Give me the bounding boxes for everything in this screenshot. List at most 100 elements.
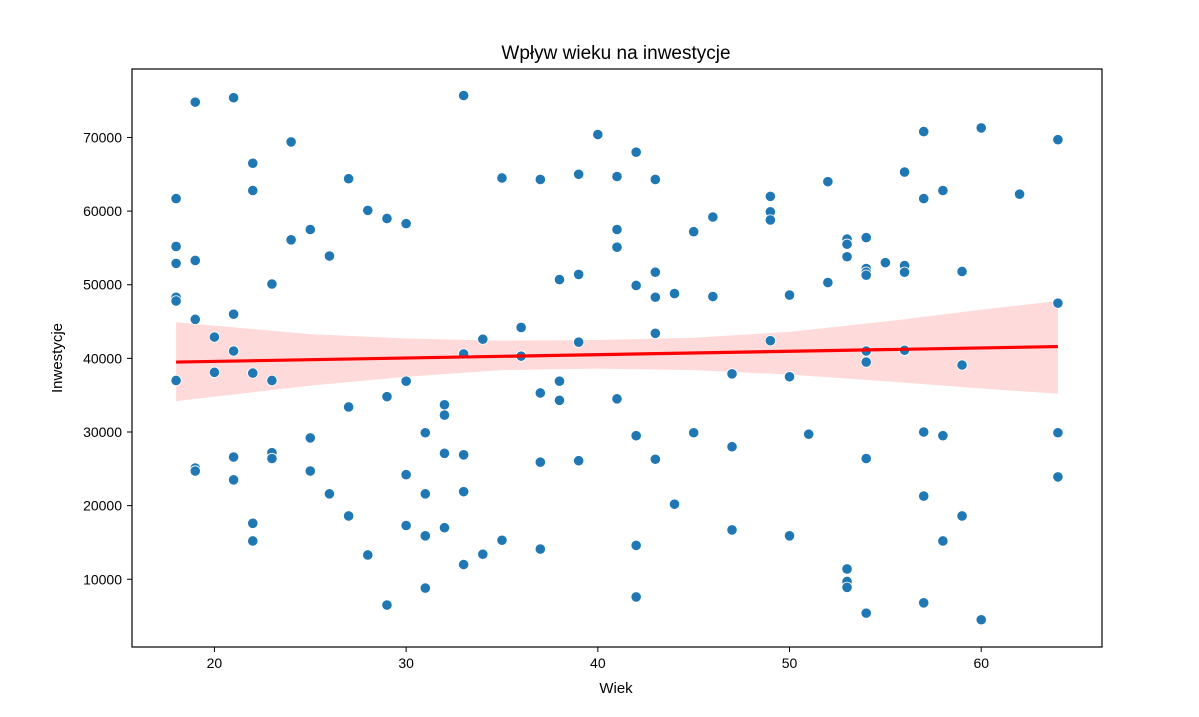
x-tick-label: 20 <box>207 655 223 671</box>
data-point <box>266 278 278 290</box>
data-point <box>1052 427 1064 439</box>
data-point <box>381 212 393 225</box>
data-point <box>1052 297 1064 309</box>
y-tick-label: 30000 <box>83 424 122 440</box>
y-axis-ticks: 10000 20000 30000 40000 50000 60000 70000 <box>83 129 132 587</box>
data-point <box>707 290 719 303</box>
data-point <box>592 128 604 141</box>
data-point <box>841 581 853 593</box>
data-point <box>860 607 872 619</box>
data-point <box>400 469 412 481</box>
data-point <box>841 563 853 575</box>
regression-line-layer <box>176 344 1058 364</box>
data-point <box>266 452 278 465</box>
data-point <box>247 367 259 379</box>
data-point <box>783 530 796 542</box>
data-point <box>381 391 393 403</box>
data-point <box>477 548 489 560</box>
data-point <box>362 204 374 216</box>
regression-line <box>176 344 1058 364</box>
data-point <box>458 558 470 571</box>
data-point <box>170 240 182 253</box>
data-point <box>649 291 661 303</box>
data-point <box>304 223 316 236</box>
data-point <box>189 254 201 267</box>
x-tick-label: 60 <box>973 655 989 671</box>
x-axis-label: Wiek <box>599 680 633 697</box>
data-point <box>553 394 566 406</box>
data-point <box>611 223 623 236</box>
data-point <box>285 136 297 148</box>
x-tick-label: 50 <box>782 655 798 671</box>
data-point <box>764 214 776 226</box>
data-point <box>458 89 470 102</box>
data-point <box>611 170 623 183</box>
data-point <box>860 356 872 368</box>
data-point <box>438 522 451 534</box>
data-point <box>400 218 412 230</box>
data-point <box>247 157 259 169</box>
y-tick-label: 50000 <box>83 277 122 293</box>
chart-title: Wpływ wieku na inwestycje <box>501 43 730 64</box>
data-point <box>898 166 911 178</box>
data-point <box>630 146 642 158</box>
y-tick-label: 20000 <box>83 498 122 514</box>
data-point <box>649 173 661 186</box>
data-point <box>630 539 642 551</box>
data-point <box>688 226 700 238</box>
data-point <box>362 549 374 561</box>
data-point <box>918 490 930 502</box>
data-point <box>860 269 872 281</box>
data-point <box>937 430 949 442</box>
confidence-band-layer <box>176 300 1058 402</box>
data-point <box>860 232 872 244</box>
data-point <box>803 428 815 440</box>
data-point <box>189 465 201 477</box>
data-point <box>438 409 451 421</box>
x-tick-label: 40 <box>590 655 606 671</box>
data-point <box>649 266 661 278</box>
data-point <box>611 241 623 253</box>
data-point <box>573 336 585 348</box>
data-point <box>343 401 355 413</box>
data-point <box>419 582 431 594</box>
data-point <box>783 289 796 301</box>
data-point <box>208 366 221 378</box>
data-point <box>553 375 566 387</box>
data-point <box>630 279 642 292</box>
data-point <box>918 597 930 609</box>
data-point <box>975 614 987 626</box>
data-point <box>668 287 681 300</box>
data-point <box>228 308 240 320</box>
data-point <box>266 374 278 387</box>
data-point <box>458 486 470 498</box>
data-point <box>228 451 240 463</box>
data-points-layer <box>170 89 1064 626</box>
data-point <box>918 426 930 438</box>
data-point <box>534 387 546 399</box>
data-point <box>458 449 470 461</box>
data-point <box>323 250 336 262</box>
data-point <box>477 333 489 345</box>
data-point <box>956 510 968 522</box>
data-point <box>247 517 259 529</box>
data-point <box>381 599 393 611</box>
data-point <box>573 268 585 281</box>
data-point <box>170 257 182 269</box>
data-point <box>764 335 776 347</box>
y-tick-label: 40000 <box>83 350 122 366</box>
data-point <box>534 173 546 186</box>
data-point <box>956 265 968 278</box>
data-point <box>822 176 834 188</box>
y-tick-label: 60000 <box>83 203 122 219</box>
data-point <box>841 238 853 250</box>
data-point <box>726 524 738 536</box>
data-point <box>573 455 585 467</box>
data-point <box>170 295 182 307</box>
data-point <box>189 313 201 325</box>
data-point <box>975 122 987 134</box>
data-point <box>534 543 546 555</box>
data-point <box>726 441 738 453</box>
data-point <box>419 488 431 500</box>
